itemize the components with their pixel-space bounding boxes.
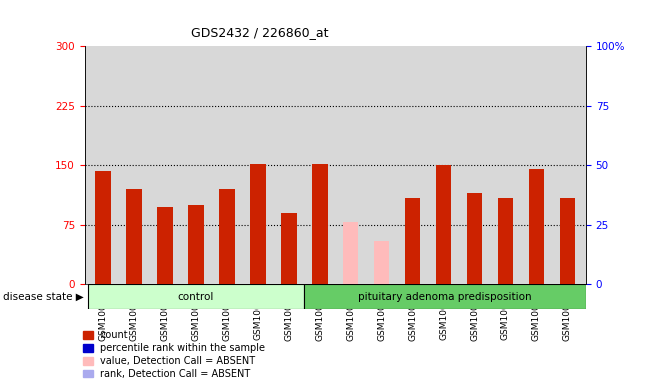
Bar <box>158 207 173 284</box>
Bar <box>188 205 204 284</box>
Bar <box>250 164 266 284</box>
Legend: count, percentile rank within the sample, value, Detection Call = ABSENT, rank, : count, percentile rank within the sample… <box>83 330 266 379</box>
Title: GDS2432 / 226860_at: GDS2432 / 226860_at <box>191 26 329 39</box>
Bar <box>219 189 235 284</box>
Bar <box>281 213 297 284</box>
Bar <box>405 199 421 284</box>
Bar <box>304 284 586 309</box>
Bar <box>88 284 304 309</box>
Text: pituitary adenoma predisposition: pituitary adenoma predisposition <box>358 291 532 302</box>
Bar <box>529 169 544 284</box>
Text: disease state ▶: disease state ▶ <box>3 291 84 302</box>
Bar <box>467 193 482 284</box>
Bar <box>560 199 575 284</box>
Text: control: control <box>178 291 214 302</box>
Bar <box>436 165 451 284</box>
Bar <box>498 199 513 284</box>
Bar <box>343 222 359 284</box>
Bar <box>312 164 327 284</box>
Bar <box>374 240 389 284</box>
Bar <box>126 189 142 284</box>
Bar <box>96 170 111 284</box>
